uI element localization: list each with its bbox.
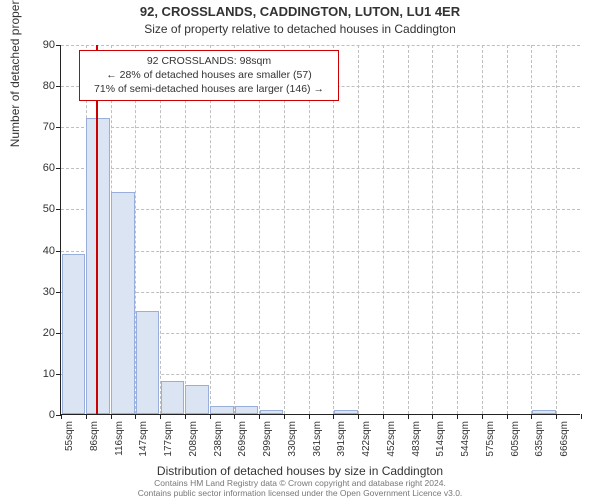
y-tick-mark: [56, 127, 61, 128]
chart-title: 92, CROSSLANDS, CADDINGTON, LUTON, LU1 4…: [0, 4, 600, 19]
y-tick-mark: [56, 168, 61, 169]
y-tick-label: 80: [15, 80, 55, 92]
y-tick-mark: [56, 209, 61, 210]
x-tick-mark: [457, 414, 458, 419]
x-tick-mark: [234, 414, 235, 419]
x-tick-label: 208sqm: [188, 421, 199, 471]
x-tick-label: 299sqm: [262, 421, 273, 471]
y-tick-mark: [56, 45, 61, 46]
y-tick-label: 70: [15, 121, 55, 133]
x-tick-mark: [482, 414, 483, 419]
x-tick-label: 147sqm: [138, 421, 149, 471]
chart-container: 92, CROSSLANDS, CADDINGTON, LUTON, LU1 4…: [0, 0, 600, 500]
gridline-vertical: [531, 45, 532, 414]
x-tick-mark: [556, 414, 557, 419]
x-tick-mark: [61, 414, 62, 419]
gridline-horizontal: [61, 292, 580, 293]
x-tick-label: 391sqm: [336, 421, 347, 471]
x-tick-label: 55sqm: [64, 421, 75, 471]
x-tick-label: 361sqm: [312, 421, 323, 471]
y-tick-label: 50: [15, 203, 55, 215]
x-tick-label: 605sqm: [510, 421, 521, 471]
x-tick-label: 575sqm: [485, 421, 496, 471]
annotation-box: 92 CROSSLANDS: 98sqm ← 28% of detached h…: [79, 50, 339, 101]
x-tick-label: 269sqm: [237, 421, 248, 471]
x-tick-mark: [383, 414, 384, 419]
y-tick-label: 10: [15, 368, 55, 380]
gridline-vertical: [457, 45, 458, 414]
y-tick-label: 20: [15, 327, 55, 339]
gridline-vertical: [408, 45, 409, 414]
x-tick-mark: [185, 414, 186, 419]
x-tick-mark: [507, 414, 508, 419]
y-tick-mark: [56, 374, 61, 375]
histogram-bar: [334, 410, 358, 414]
x-tick-mark: [86, 414, 87, 419]
y-tick-label: 0: [15, 409, 55, 421]
y-tick-mark: [56, 333, 61, 334]
histogram-bar: [136, 311, 160, 414]
annotation-line-3: 71% of semi-detached houses are larger (…: [86, 82, 332, 96]
x-tick-label: 330sqm: [287, 421, 298, 471]
annotation-line-1: 92 CROSSLANDS: 98sqm: [86, 54, 332, 68]
gridline-vertical: [507, 45, 508, 414]
footer-line-2: Contains public sector information licen…: [0, 488, 600, 498]
x-tick-mark: [309, 414, 310, 419]
y-tick-mark: [56, 251, 61, 252]
gridline-horizontal: [61, 251, 580, 252]
x-tick-mark: [432, 414, 433, 419]
histogram-bar: [235, 406, 259, 414]
histogram-bar: [532, 410, 556, 414]
gridline-horizontal: [61, 168, 580, 169]
x-tick-label: 238sqm: [213, 421, 224, 471]
x-tick-label: 452sqm: [386, 421, 397, 471]
x-tick-label: 544sqm: [460, 421, 471, 471]
x-tick-label: 422sqm: [361, 421, 372, 471]
chart-subtitle: Size of property relative to detached ho…: [0, 22, 600, 36]
histogram-bar: [86, 118, 110, 414]
y-tick-label: 60: [15, 162, 55, 174]
y-tick-label: 30: [15, 286, 55, 298]
x-tick-label: 635sqm: [534, 421, 545, 471]
footer: Contains HM Land Registry data © Crown c…: [0, 478, 600, 498]
x-tick-label: 514sqm: [435, 421, 446, 471]
histogram-bar: [210, 406, 234, 414]
histogram-bar: [62, 254, 86, 414]
gridline-vertical: [556, 45, 557, 414]
x-tick-label: 483sqm: [411, 421, 422, 471]
histogram-bar: [111, 192, 135, 414]
y-tick-mark: [56, 292, 61, 293]
x-tick-mark: [358, 414, 359, 419]
gridline-vertical: [383, 45, 384, 414]
histogram-bar: [161, 381, 185, 414]
x-tick-label: 116sqm: [114, 421, 125, 471]
gridline-vertical: [482, 45, 483, 414]
annotation-line-2: ← 28% of detached houses are smaller (57…: [86, 68, 332, 82]
x-tick-mark: [259, 414, 260, 419]
gridline-horizontal: [61, 127, 580, 128]
x-tick-mark: [333, 414, 334, 419]
x-tick-mark: [135, 414, 136, 419]
x-tick-label: 666sqm: [559, 421, 570, 471]
footer-line-1: Contains HM Land Registry data © Crown c…: [0, 478, 600, 488]
histogram-bar: [260, 410, 284, 414]
y-tick-mark: [56, 86, 61, 87]
x-tick-mark: [531, 414, 532, 419]
x-tick-mark: [160, 414, 161, 419]
gridline-vertical: [432, 45, 433, 414]
x-tick-label: 177sqm: [163, 421, 174, 471]
x-tick-mark: [408, 414, 409, 419]
x-tick-mark: [111, 414, 112, 419]
gridline-vertical: [358, 45, 359, 414]
x-tick-mark: [581, 414, 582, 419]
histogram-bar: [185, 385, 209, 414]
x-tick-label: 86sqm: [89, 421, 100, 471]
gridline-horizontal: [61, 209, 580, 210]
x-tick-mark: [210, 414, 211, 419]
y-tick-label: 40: [15, 245, 55, 257]
y-tick-label: 90: [15, 39, 55, 51]
gridline-horizontal: [61, 45, 580, 46]
x-tick-mark: [284, 414, 285, 419]
